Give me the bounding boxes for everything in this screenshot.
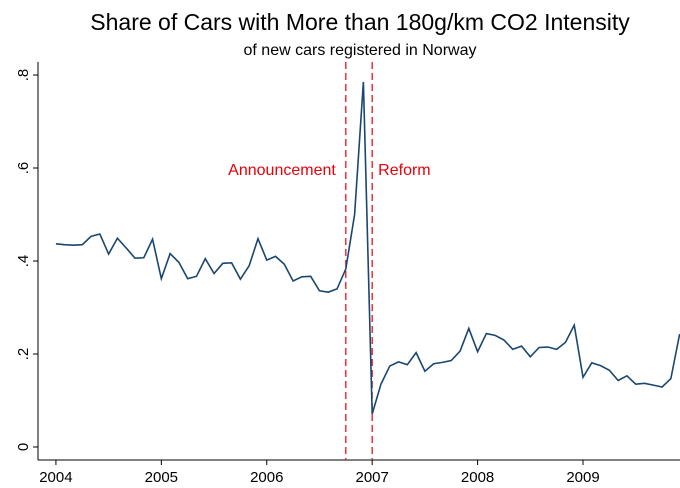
y-tick-label: .8 xyxy=(15,69,32,82)
annotation-label: Reform xyxy=(378,162,430,179)
y-tick-label: .4 xyxy=(15,255,32,268)
annotation-label: Announcement xyxy=(228,162,336,179)
x-tick-label: 2004 xyxy=(39,469,72,486)
y-tick-label: .6 xyxy=(15,162,32,175)
x-tick-label: 2006 xyxy=(250,469,283,486)
data-line xyxy=(55,81,680,415)
x-tick-label: 2009 xyxy=(566,469,599,486)
x-tick-label: 2008 xyxy=(461,469,494,486)
chart-subtitle: of new cars registered in Norway xyxy=(244,42,477,59)
x-tick-label: 2005 xyxy=(145,469,178,486)
x-tick-label: 2007 xyxy=(355,469,388,486)
chart-title: Share of Cars with More than 180g/km CO2… xyxy=(90,9,630,35)
y-tick-label: 0 xyxy=(15,443,32,451)
y-tick-label: .2 xyxy=(15,348,32,361)
